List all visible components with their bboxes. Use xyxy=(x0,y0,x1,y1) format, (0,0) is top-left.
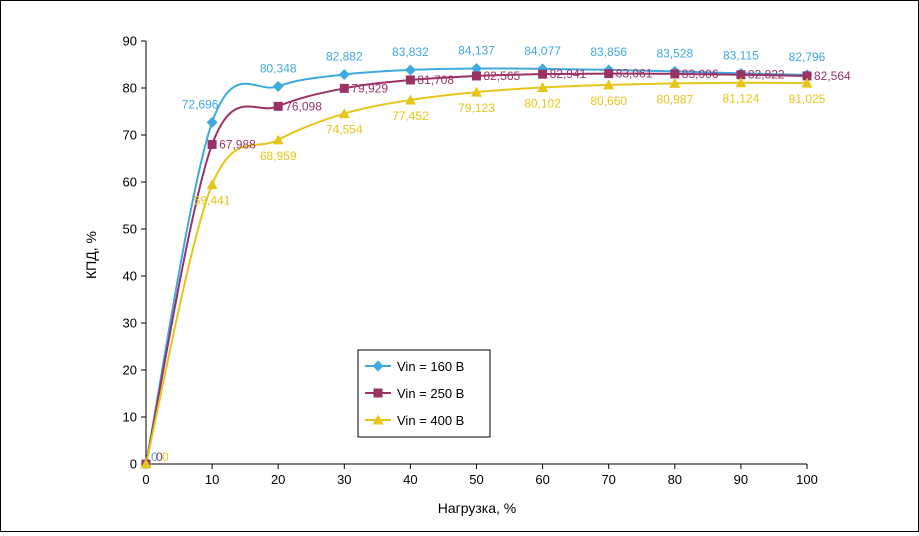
data-label: 80,348 xyxy=(260,61,297,75)
y-tick-label: 10 xyxy=(123,410,137,425)
data-label: 82,565 xyxy=(484,69,521,83)
data-label: 0 xyxy=(156,450,163,464)
x-tick-label: 100 xyxy=(796,472,818,487)
data-point xyxy=(338,108,350,119)
data-label: 68,959 xyxy=(260,149,297,163)
legend-marker xyxy=(372,414,384,425)
data-labels: 0 72,696 80,348 82,882 83,832 84,137 84,077 83,… xyxy=(151,44,851,464)
y-tick-label: 0 xyxy=(130,457,137,472)
data-label: 84,137 xyxy=(458,44,495,58)
data-point xyxy=(670,69,680,79)
x-tick-label: 70 xyxy=(601,472,615,487)
data-label: 0 xyxy=(151,450,158,464)
data-label: 82,564 xyxy=(814,69,851,83)
data-label: 77,452 xyxy=(392,109,429,123)
data-label: 80,987 xyxy=(656,92,693,106)
y-tick-label: 50 xyxy=(123,222,137,237)
data-label: 83,006 xyxy=(682,67,719,81)
data-point xyxy=(404,94,416,105)
data-point xyxy=(801,77,813,88)
x-axis-title: Нагрузка, % xyxy=(438,500,517,516)
data-label: 72,696 xyxy=(182,97,219,111)
y-tick-label: 80 xyxy=(123,81,137,96)
x-tick-label: 50 xyxy=(469,472,483,487)
legend-marker xyxy=(372,360,384,372)
data-label: 83,528 xyxy=(656,46,693,60)
data-point xyxy=(405,75,415,85)
data-label: 82,941 xyxy=(550,67,587,81)
x-tick-label: 90 xyxy=(734,472,748,487)
x-tick-label: 40 xyxy=(403,472,417,487)
x-tick-label: 10 xyxy=(205,472,219,487)
x-tick-label: 80 xyxy=(668,472,682,487)
data-label: 81,708 xyxy=(417,73,454,87)
data-label: 83,856 xyxy=(590,45,627,59)
data-point xyxy=(339,83,349,93)
data-point xyxy=(604,69,614,79)
data-point xyxy=(537,82,549,93)
data-point xyxy=(735,77,747,88)
data-point xyxy=(206,179,218,190)
data-point xyxy=(404,64,416,76)
y-tick-label: 90 xyxy=(123,34,137,49)
data-point xyxy=(471,86,482,97)
legend-label: Vin = 250 В xyxy=(397,386,464,401)
data-label: 67,988 xyxy=(219,137,256,151)
x-tick-label: 60 xyxy=(535,472,549,487)
data-point xyxy=(207,139,217,149)
data-point xyxy=(669,77,681,88)
axes: 0 10 20 30 40 50 60 70 80 90 0 10 20 30 40 50 60 70 80 90 10… xyxy=(123,34,818,488)
data-point xyxy=(736,70,746,80)
legend-label: Vin = 160 В xyxy=(397,359,464,374)
legend-label: Vin = 400 В xyxy=(397,413,464,428)
data-point xyxy=(206,116,218,128)
data-point xyxy=(140,458,152,469)
data-point xyxy=(272,134,284,145)
data-point xyxy=(471,63,482,75)
data-point xyxy=(603,79,615,90)
x-tick-label: 0 xyxy=(142,472,149,487)
data-point xyxy=(802,71,812,81)
x-tick-label: 30 xyxy=(337,472,351,487)
data-label: 83,061 xyxy=(616,67,653,81)
data-label: 59,441 xyxy=(194,194,231,208)
data-label: 79,123 xyxy=(458,101,495,115)
data-label: 82,796 xyxy=(789,50,826,64)
data-point xyxy=(338,68,350,80)
data-point xyxy=(472,71,481,81)
data-label: 76,098 xyxy=(285,99,322,113)
series-markers xyxy=(140,63,813,470)
data-point xyxy=(272,80,284,92)
legend: Vin = 160 В Vin = 250 В Vin = 400 В xyxy=(357,349,491,438)
data-label: 80,102 xyxy=(524,97,561,111)
data-label: 82,882 xyxy=(326,49,363,63)
data-label: 83,115 xyxy=(723,48,759,62)
y-axis-title: КПД, % xyxy=(83,231,99,279)
data-label: 74,554 xyxy=(326,123,363,137)
data-label: 81,124 xyxy=(723,92,760,106)
legend-marker xyxy=(373,388,383,398)
y-tick-label: 30 xyxy=(123,316,137,331)
data-point xyxy=(273,101,283,111)
y-tick-label: 60 xyxy=(123,175,137,190)
data-label: 83,832 xyxy=(392,45,429,59)
data-label: 82,822 xyxy=(748,68,785,82)
data-label: 0 xyxy=(162,450,169,464)
data-label: 84,077 xyxy=(524,44,561,58)
data-point xyxy=(538,69,548,79)
data-label: 79,929 xyxy=(351,81,388,95)
data-label: 80,660 xyxy=(590,94,627,108)
y-tick-label: 40 xyxy=(123,269,137,284)
y-tick-label: 20 xyxy=(123,363,137,378)
y-tick-label: 70 xyxy=(123,128,137,143)
x-tick-label: 20 xyxy=(271,472,285,487)
data-label: 81,025 xyxy=(789,92,826,106)
